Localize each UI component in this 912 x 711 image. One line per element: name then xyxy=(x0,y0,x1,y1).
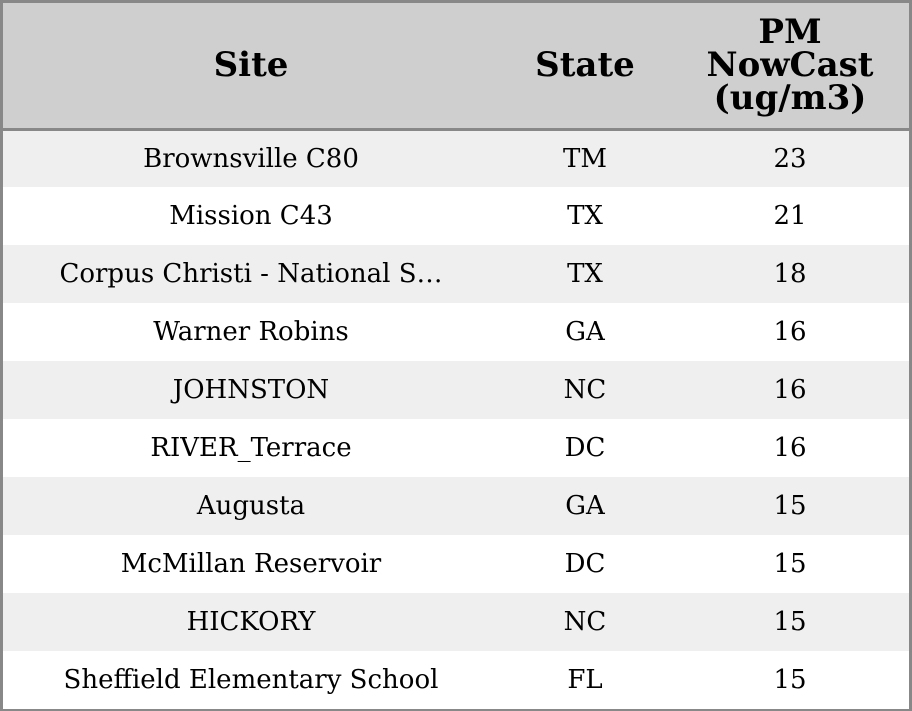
table-row: McMillan Reservoir DC 15 xyxy=(3,535,909,593)
cell-site: HICKORY xyxy=(186,607,316,637)
cell-state: TX xyxy=(567,201,603,231)
cell-site: Brownsville C80 xyxy=(143,143,359,174)
header-line: State xyxy=(535,44,635,85)
column-header-site: Site xyxy=(3,3,499,131)
cell-state: GA xyxy=(565,317,605,347)
cell-pm-nowcast: 16 xyxy=(773,433,807,463)
table-row: RIVER_Terrace DC 16 xyxy=(3,419,909,477)
cell-site: RIVER_Terrace xyxy=(150,433,352,463)
header-line: PM xyxy=(758,11,822,52)
cell-pm-nowcast: 15 xyxy=(773,491,807,521)
table-header: Site State PM NowCast (ug/m3) xyxy=(3,3,909,131)
table-row: Brownsville C80 TM 23 xyxy=(3,129,909,187)
cell-site: Augusta xyxy=(196,491,306,521)
cell-site: Warner Robins xyxy=(153,317,349,347)
cell-site: Corpus Christi - National S… xyxy=(59,259,443,289)
cell-state: DC xyxy=(564,433,606,463)
header-line: NowCast xyxy=(706,44,874,85)
table-row: Augusta GA 15 xyxy=(3,477,909,535)
cell-state: TM xyxy=(563,143,607,174)
cell-site: Mission C43 xyxy=(169,201,333,231)
cell-pm-nowcast: 23 xyxy=(773,143,807,174)
cell-pm-nowcast: 15 xyxy=(773,607,807,637)
cell-state: DC xyxy=(564,549,606,579)
cell-site: Sheffield Elementary School xyxy=(63,665,439,695)
column-header-state: State xyxy=(499,3,671,131)
table-row: HICKORY NC 15 xyxy=(3,593,909,651)
cell-pm-nowcast: 15 xyxy=(773,549,807,579)
cell-pm-nowcast: 16 xyxy=(773,317,807,347)
header-line: Site xyxy=(213,44,289,85)
table-row: Mission C43 TX 21 xyxy=(3,187,909,245)
column-header-pm-nowcast: PM NowCast (ug/m3) xyxy=(671,3,909,131)
cell-site: JOHNSTON xyxy=(172,375,330,405)
table-row: Sheffield Elementary School FL 15 xyxy=(3,651,909,709)
cell-pm-nowcast: 21 xyxy=(773,201,807,231)
cell-pm-nowcast: 18 xyxy=(773,259,807,289)
table-row: JOHNSTON NC 16 xyxy=(3,361,909,419)
cell-state: FL xyxy=(567,665,603,695)
data-table: Site State PM NowCast (ug/m3) Brownsvill… xyxy=(3,3,909,709)
cell-site: McMillan Reservoir xyxy=(120,549,382,579)
cell-state: NC xyxy=(563,607,607,637)
table-row: Warner Robins GA 16 xyxy=(3,303,909,361)
cell-pm-nowcast: 15 xyxy=(773,665,807,695)
cell-state: TX xyxy=(567,259,603,289)
table-body: Brownsville C80 TM 23 Mission C43 TX 21 Corpus… xyxy=(3,129,909,709)
cell-state: GA xyxy=(565,491,605,521)
header-row: Site State PM NowCast (ug/m3) xyxy=(3,3,909,131)
header-line: (ug/m3) xyxy=(713,77,867,118)
table-row: Corpus Christi - National S… TX 18 xyxy=(3,245,909,303)
cell-state: NC xyxy=(563,375,607,405)
cell-pm-nowcast: 16 xyxy=(773,375,807,405)
